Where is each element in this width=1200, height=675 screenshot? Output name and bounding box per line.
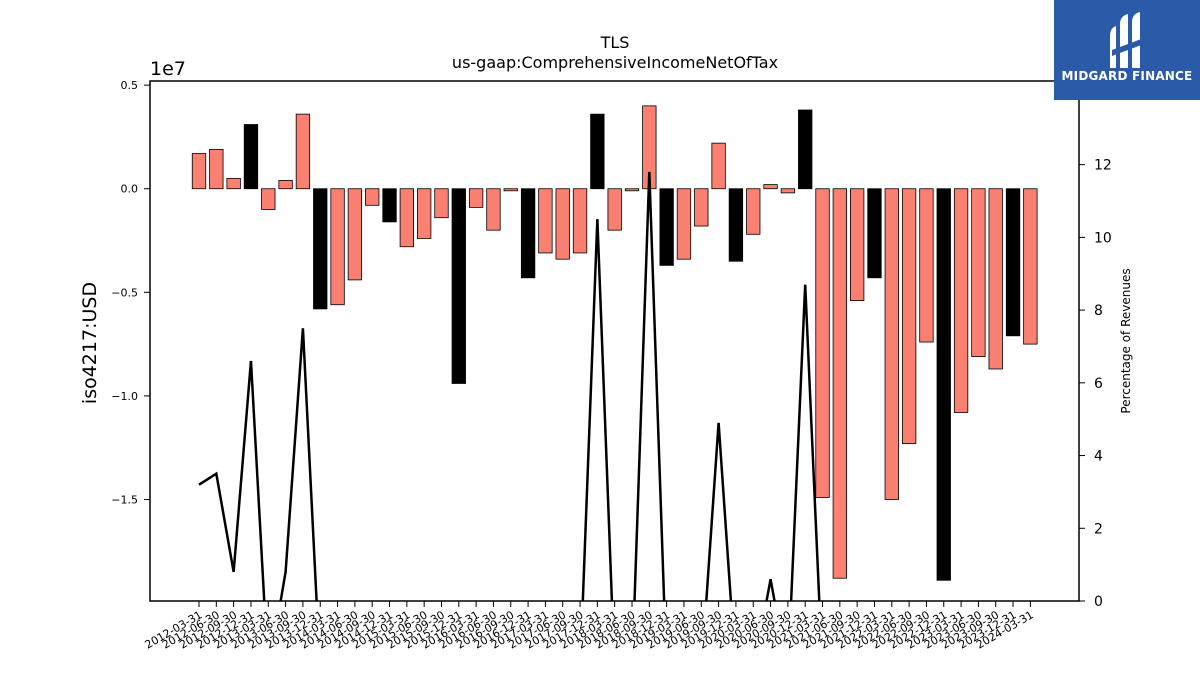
bar [365, 188, 380, 206]
bar [590, 113, 605, 190]
bar [884, 188, 899, 500]
bar [1023, 188, 1038, 345]
bar [711, 142, 726, 190]
bar [936, 188, 951, 581]
bar [850, 188, 865, 301]
y2-tick-label: 4 [1094, 449, 1103, 465]
bar [763, 184, 778, 190]
bar [382, 188, 397, 223]
y2-tick-label: 6 [1094, 376, 1103, 392]
bar [798, 109, 813, 190]
y-axis-offset-text: 1e7 [150, 58, 186, 80]
chart-title: TLS [600, 33, 630, 52]
bar [468, 188, 484, 208]
bar [503, 188, 518, 192]
bar [209, 148, 224, 190]
bar [676, 188, 692, 260]
y-tick-label: 0.0 [121, 183, 139, 196]
bar [226, 177, 241, 190]
bar [746, 188, 761, 235]
bar [243, 124, 259, 190]
bar [434, 188, 449, 219]
bar [572, 188, 588, 254]
logo-text: MIDGARD FINANCE [1061, 69, 1193, 83]
y-axis-label: iso4217:USD [79, 282, 101, 404]
y2-tick-label: 8 [1094, 303, 1103, 319]
bar [330, 188, 345, 306]
y-axis-ticks: −1.5 −1.0 −0.5 0.0 0.5 [111, 79, 150, 506]
y2-axis-ticks: 0 2 4 6 8 10 12 [1079, 158, 1112, 610]
y-tick-label: −1.5 [111, 493, 138, 506]
y2-tick-label: 12 [1094, 158, 1112, 174]
bar [988, 188, 1003, 370]
bar [1005, 188, 1021, 337]
bar [832, 188, 847, 579]
bar [624, 188, 640, 192]
x-axis-ticks: 2012-03-312012-06-302012-09-302012-12-31… [143, 601, 1036, 652]
y2-axis-label: Percentage of Revenues [1119, 268, 1133, 413]
bar [694, 188, 709, 227]
bar [295, 113, 311, 190]
bar [538, 188, 553, 254]
bar [780, 188, 796, 194]
y2-tick-label: 2 [1094, 521, 1103, 537]
bar [867, 188, 882, 279]
y-tick-label: 0.5 [121, 79, 139, 92]
bar [971, 188, 986, 357]
bar [347, 188, 363, 281]
bar [901, 188, 917, 444]
bar [555, 188, 570, 260]
plot-frame [149, 80, 1080, 602]
y2-tick-label: 0 [1094, 594, 1103, 610]
y-tick-label: −0.5 [111, 286, 138, 299]
bar [451, 188, 466, 384]
bar [919, 188, 934, 343]
bar [278, 180, 293, 190]
y2-tick-label: 10 [1094, 230, 1112, 246]
brand-logo: MIDGARD FINANCE [1054, 0, 1200, 100]
midgard-logo-icon [1110, 12, 1144, 68]
bar [486, 188, 501, 231]
bar [191, 153, 207, 190]
bar [659, 188, 674, 266]
bar [728, 188, 744, 262]
bar [815, 188, 830, 498]
bar-series [191, 105, 1038, 581]
y-tick-label: −1.0 [111, 390, 138, 403]
bar [399, 188, 414, 248]
bar [607, 188, 622, 231]
chart-subtitle: us-gaap:ComprehensiveIncomeNetOfTax [452, 53, 778, 72]
bar [953, 188, 969, 413]
bar [520, 188, 536, 279]
bar [313, 188, 328, 310]
bar [417, 188, 432, 239]
bar [261, 188, 276, 210]
